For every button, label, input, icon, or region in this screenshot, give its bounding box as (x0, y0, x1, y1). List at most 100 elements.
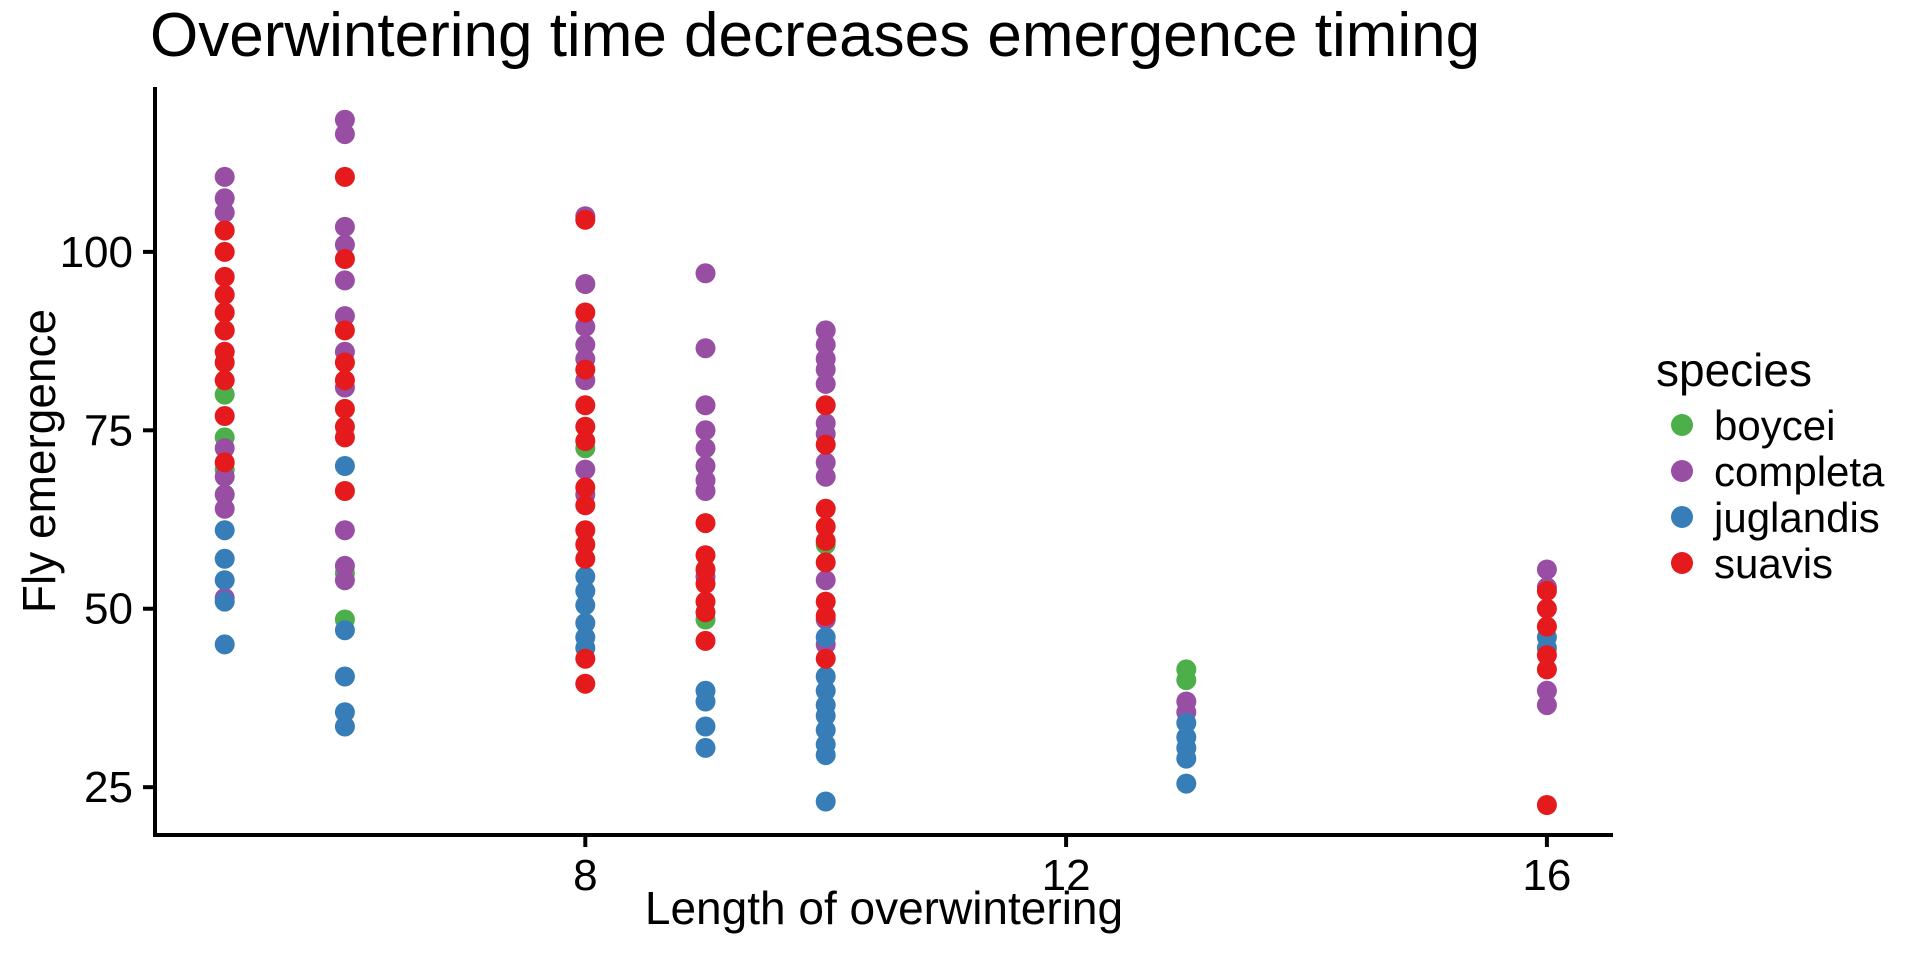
data-point (214, 320, 235, 341)
legend-label-completa: completa (1714, 448, 1885, 495)
data-point (575, 673, 596, 694)
data-point (214, 484, 235, 505)
data-point (334, 481, 355, 501)
data-point (575, 548, 596, 569)
data-point (815, 648, 836, 669)
data-point (815, 791, 836, 812)
x-tick-label: 8 (573, 851, 597, 900)
data-point (815, 570, 836, 591)
data-point (1176, 712, 1197, 733)
data-point (815, 359, 836, 380)
data-point (1536, 598, 1557, 619)
data-point (214, 406, 235, 426)
data-point (334, 249, 355, 269)
data-point (214, 498, 235, 519)
data-point (334, 306, 355, 327)
data-point (815, 434, 836, 455)
data-point (575, 316, 596, 337)
data-point (334, 520, 355, 541)
data-point (815, 334, 836, 355)
x-tick-label: 16 (1522, 851, 1571, 900)
data-point (575, 520, 596, 541)
data-point (695, 513, 716, 534)
data-point (575, 495, 596, 516)
data-point (695, 420, 716, 441)
data-point (815, 666, 836, 687)
data-points (214, 109, 1557, 815)
data-point (214, 591, 235, 612)
y-tick-label: 100 (60, 228, 133, 277)
data-point (334, 234, 355, 255)
data-point (334, 555, 355, 576)
legend-key-completa (1671, 460, 1693, 482)
data-point (214, 220, 235, 241)
data-point (214, 202, 235, 223)
data-point (575, 566, 596, 587)
data-point (334, 620, 355, 641)
data-point (334, 427, 355, 448)
data-point (334, 716, 355, 737)
data-point (695, 737, 716, 758)
data-point (695, 691, 716, 712)
axes: 25 50 75 100 8 12 16 (60, 87, 1613, 900)
data-point (695, 559, 716, 580)
data-point (1536, 680, 1557, 701)
data-point (575, 459, 596, 480)
data-point (695, 338, 716, 359)
data-point (1536, 645, 1557, 666)
data-point (1176, 748, 1197, 769)
data-point (815, 320, 836, 341)
y-tick-label: 50 (84, 585, 133, 634)
data-point (334, 270, 355, 291)
data-point (575, 416, 596, 437)
data-point (575, 648, 596, 669)
data-point (575, 302, 596, 323)
data-point (695, 545, 716, 566)
data-point (214, 438, 235, 459)
data-point (575, 334, 596, 355)
data-point (815, 680, 836, 701)
data-point (214, 284, 235, 305)
data-point (214, 241, 235, 262)
data-point (815, 373, 836, 394)
data-point (575, 534, 596, 555)
data-point (1536, 695, 1557, 716)
x-axis-title: Length of overwintering (645, 882, 1123, 934)
data-point (214, 188, 235, 209)
data-point (815, 466, 836, 487)
data-point (334, 398, 355, 419)
data-point (815, 705, 836, 726)
data-point (1536, 659, 1557, 680)
data-point (334, 216, 355, 237)
data-point (334, 320, 355, 341)
series-suavis (214, 166, 1557, 815)
data-point (334, 352, 355, 373)
data-point (815, 720, 836, 741)
data-point (214, 266, 235, 287)
data-point (695, 456, 716, 476)
data-point (695, 438, 716, 459)
data-point (575, 613, 596, 633)
data-point (1176, 670, 1197, 691)
data-point (1536, 795, 1557, 815)
data-point (815, 530, 836, 551)
series-completa (214, 109, 1557, 723)
data-point (695, 630, 716, 651)
data-point (214, 466, 235, 487)
data-point (334, 124, 355, 145)
data-point (334, 109, 355, 130)
data-point (214, 384, 235, 405)
data-point (815, 591, 836, 612)
series-juglandis (214, 456, 1557, 812)
legend-label-juglandis: juglandis (1712, 494, 1880, 541)
data-point (815, 395, 836, 416)
legend-label-suavis: suavis (1714, 540, 1833, 587)
data-point (1536, 559, 1557, 580)
data-point (695, 573, 716, 594)
data-point (334, 166, 355, 187)
data-point (214, 302, 235, 323)
data-point (214, 452, 235, 473)
